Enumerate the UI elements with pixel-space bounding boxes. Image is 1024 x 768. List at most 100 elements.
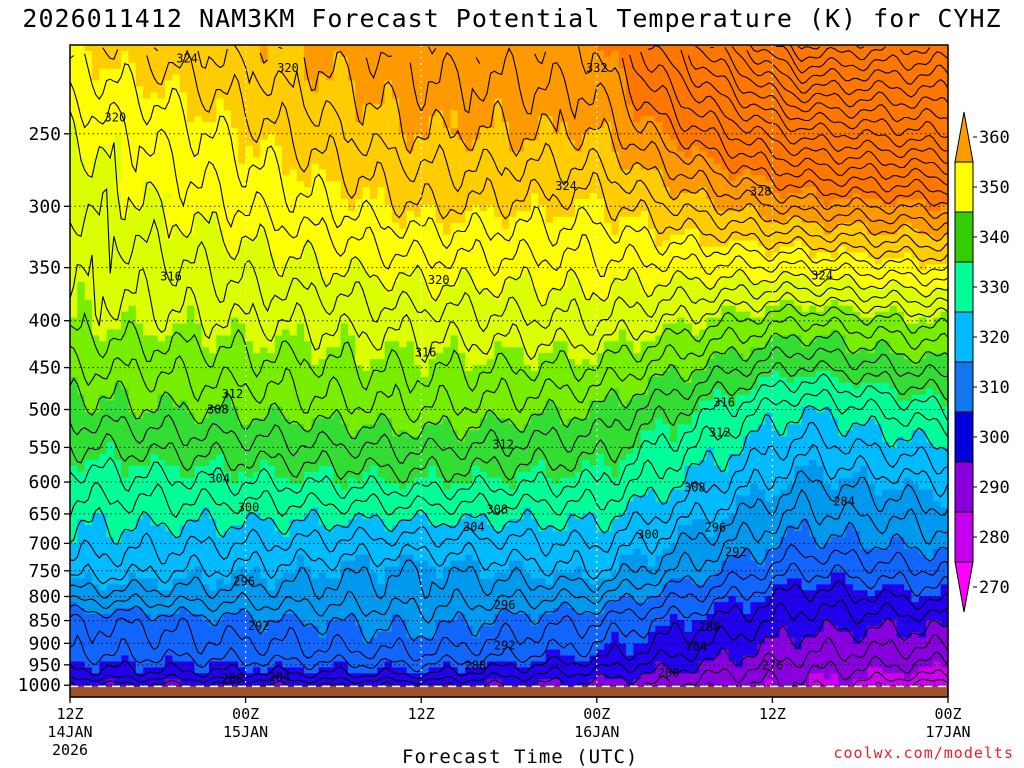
- field-cell: [391, 655, 400, 663]
- field-cell: [216, 205, 225, 212]
- field-cell: [201, 234, 210, 242]
- field-cell: [296, 525, 305, 532]
- field-cell: [384, 50, 393, 58]
- field-cell: [150, 625, 159, 633]
- field-cell: [391, 614, 400, 621]
- field-cell: [304, 489, 313, 497]
- field-cell: [252, 483, 261, 491]
- field-cell: [128, 133, 137, 141]
- field-cell: [245, 193, 254, 200]
- field-cell: [340, 465, 349, 473]
- field-cell: [311, 299, 320, 307]
- field-cell: [106, 270, 115, 277]
- field-cell: [106, 276, 115, 283]
- field-cell: [84, 442, 93, 449]
- field-cell: [391, 193, 400, 200]
- field-cell: [245, 110, 254, 117]
- field-cell: [121, 311, 130, 319]
- field-cell: [143, 86, 152, 94]
- field-cell: [106, 163, 115, 171]
- field-cell: [99, 507, 108, 514]
- field-cell: [121, 507, 130, 514]
- field-cell: [282, 157, 291, 165]
- field-cell: [348, 359, 356, 366]
- field-cell: [377, 382, 386, 390]
- field-cell: [165, 471, 174, 479]
- field-cell: [179, 122, 188, 129]
- field-cell: [355, 531, 364, 538]
- field-cell: [187, 282, 195, 289]
- field-cell: [179, 667, 188, 674]
- field-cell: [165, 448, 174, 455]
- field-cell: [143, 554, 152, 562]
- field-cell: [274, 608, 283, 615]
- field-cell: [384, 157, 393, 165]
- field-cell: [296, 299, 305, 307]
- field-cell: [113, 519, 122, 526]
- field-cell: [157, 205, 166, 212]
- field-cell: [369, 388, 378, 396]
- field-cell: [165, 45, 174, 52]
- field-cell: [260, 288, 269, 295]
- field-cell: [274, 442, 283, 449]
- field-cell: [77, 388, 86, 396]
- field-cell: [252, 424, 261, 431]
- field-cell: [282, 436, 291, 443]
- field-cell: [318, 270, 327, 277]
- field-cell: [326, 341, 334, 348]
- field-cell: [223, 525, 232, 532]
- field-cell: [194, 655, 203, 663]
- field-cell: [318, 169, 327, 176]
- field-cell: [355, 507, 364, 514]
- field-cell: [362, 240, 371, 248]
- field-cell: [84, 489, 93, 497]
- field-cell: [209, 311, 217, 319]
- field-cell: [238, 199, 247, 206]
- field-cell: [165, 110, 174, 117]
- field-cell: [333, 50, 342, 58]
- field-cell: [355, 548, 364, 556]
- field-cell: [369, 145, 378, 153]
- field-cell: [172, 412, 181, 420]
- field-cell: [267, 536, 276, 544]
- field-cell: [369, 619, 378, 627]
- field-cell: [267, 305, 276, 313]
- field-cell: [223, 56, 232, 64]
- field-cell: [84, 341, 93, 348]
- field-cell: [296, 442, 305, 449]
- field-cell: [194, 608, 203, 615]
- field-cell: [333, 477, 342, 485]
- field-cell: [106, 560, 115, 568]
- field-cell: [194, 400, 203, 408]
- field-cell: [106, 305, 115, 313]
- field-cell: [318, 216, 327, 224]
- field-cell: [216, 353, 225, 360]
- field-cell: [223, 489, 232, 497]
- field-cell: [77, 566, 86, 574]
- field-cell: [143, 288, 152, 295]
- field-cell: [179, 175, 188, 182]
- field-cell: [157, 679, 166, 686]
- field-cell: [333, 347, 342, 354]
- field-cell: [201, 400, 210, 408]
- field-cell: [391, 282, 400, 289]
- field-cell: [135, 531, 144, 538]
- field-cell: [318, 596, 327, 603]
- field-cell: [99, 542, 108, 550]
- field-cell: [150, 92, 159, 99]
- field-cell: [348, 323, 356, 331]
- field-cell: [209, 305, 217, 313]
- field-cell: [143, 471, 152, 479]
- field-cell: [157, 317, 166, 325]
- field-cell: [384, 62, 393, 70]
- field-cell: [399, 80, 408, 88]
- field-cell: [333, 453, 342, 461]
- field-cell: [399, 228, 408, 236]
- field-cell: [362, 382, 371, 390]
- field-cell: [274, 495, 283, 502]
- field-cell: [355, 584, 364, 591]
- field-cell: [377, 655, 386, 663]
- field-cell: [230, 68, 239, 76]
- field-cell: [391, 554, 400, 562]
- field-cell: [209, 513, 217, 520]
